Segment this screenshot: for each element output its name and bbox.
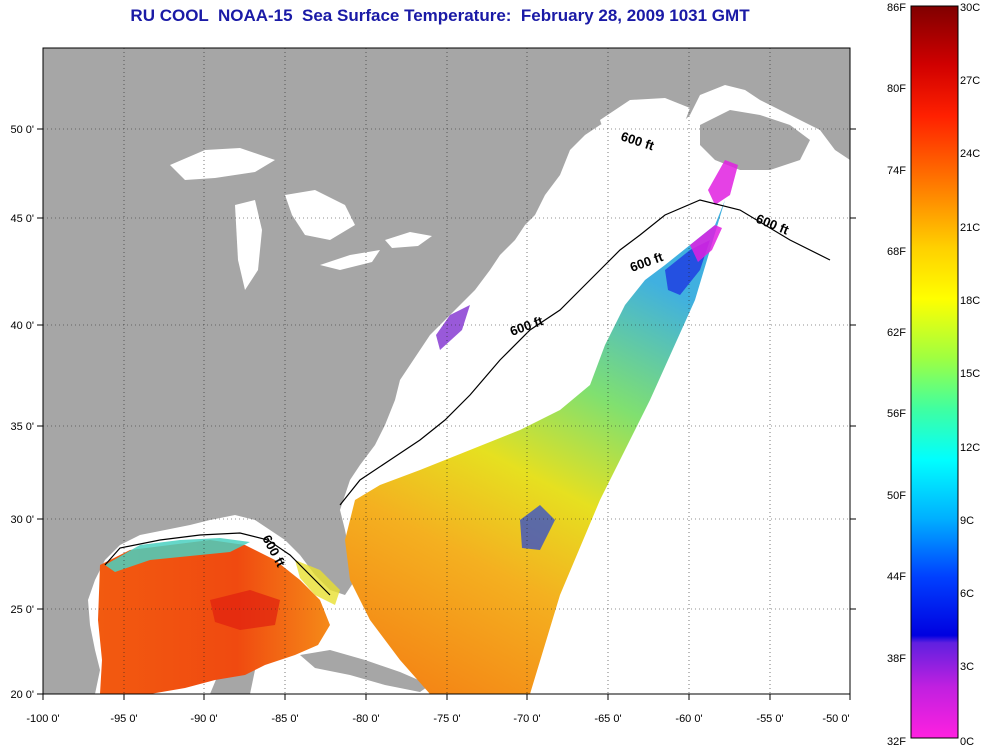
colorbar-c-label: 30C (960, 2, 980, 14)
atlantic-swath-sst (345, 200, 725, 694)
graticule (43, 48, 850, 694)
lon-label: -85 0' (271, 713, 298, 725)
colorbar-f-label: 80F (887, 83, 906, 95)
colorbar-f-label: 56F (887, 408, 906, 420)
lake-superior (170, 148, 275, 180)
colorbar-c-label: 12C (960, 442, 980, 454)
loop-current (210, 590, 280, 630)
colorbar-c-label: 18C (960, 295, 980, 307)
lon-label: -60 0' (675, 713, 702, 725)
lake-ontario (385, 232, 432, 248)
cold-patch-coast (436, 305, 470, 350)
lon-label: -65 0' (594, 713, 621, 725)
colorbar-c-label: 0C (960, 736, 974, 748)
cold-patch-midatlantic (520, 505, 555, 550)
gulf-st-lawrence (600, 98, 690, 165)
colorbar-c-label: 21C (960, 222, 980, 234)
lon-label: -80 0' (352, 713, 379, 725)
colorbar-c-label: 24C (960, 148, 980, 160)
colorbar-c-label: 6C (960, 588, 974, 600)
lat-label: 45 0' (10, 213, 34, 225)
lat-label: 40 0' (10, 320, 34, 332)
lon-label: -55 0' (756, 713, 783, 725)
lat-label: 20 0' (10, 689, 34, 701)
lake-huron (285, 190, 355, 240)
colorbar-c-label: 27C (960, 75, 980, 87)
colorbar-f-label: 50F (887, 490, 906, 502)
colorbar-f-label: 86F (887, 2, 906, 14)
colorbar-c-label: 9C (960, 515, 974, 527)
map-title: RU COOL NOAA-15 Sea Surface Temperature:… (130, 6, 750, 25)
lat-label: 50 0' (10, 124, 34, 136)
cold-patch-gulf-maine (690, 225, 722, 262)
colorbar-f-label: 62F (887, 327, 906, 339)
lon-label: -100 0' (26, 713, 59, 725)
lat-label: 25 0' (10, 604, 34, 616)
lon-label: -75 0' (433, 713, 460, 725)
newfoundland-land (700, 110, 810, 170)
lake-michigan (235, 200, 262, 290)
lat-label: 35 0' (10, 421, 34, 433)
lon-label: -70 0' (513, 713, 540, 725)
axis-ticks (37, 128, 856, 700)
sst-map: -100 0' -95 0' -90 0' -85 0' -80 0' -75 … (10, 47, 856, 725)
colorbar: 86F 80F 74F 68F 62F 56F 50F 44F 38F 32F … (887, 2, 980, 748)
colorbar-gradient (910, 5, 959, 739)
lon-label: -95 0' (110, 713, 137, 725)
cold-patch-nfld (708, 160, 738, 205)
lon-label: -50 0' (822, 713, 849, 725)
lon-label: -90 0' (190, 713, 217, 725)
colorbar-f-label: 44F (887, 571, 906, 583)
colorbar-f-label: 74F (887, 165, 906, 177)
gulf-shelf-cool (105, 538, 250, 572)
colorbar-f-label: 68F (887, 246, 906, 258)
lat-label: 30 0' (10, 514, 34, 526)
colorbar-f-label: 32F (887, 736, 906, 748)
cuba-land (300, 650, 430, 692)
colorbar-c-label: 3C (960, 661, 974, 673)
colorbar-c-label: 15C (960, 368, 980, 380)
lake-erie (320, 250, 380, 270)
colorbar-f-label: 38F (887, 653, 906, 665)
bathymetry-contour (104, 199, 831, 596)
